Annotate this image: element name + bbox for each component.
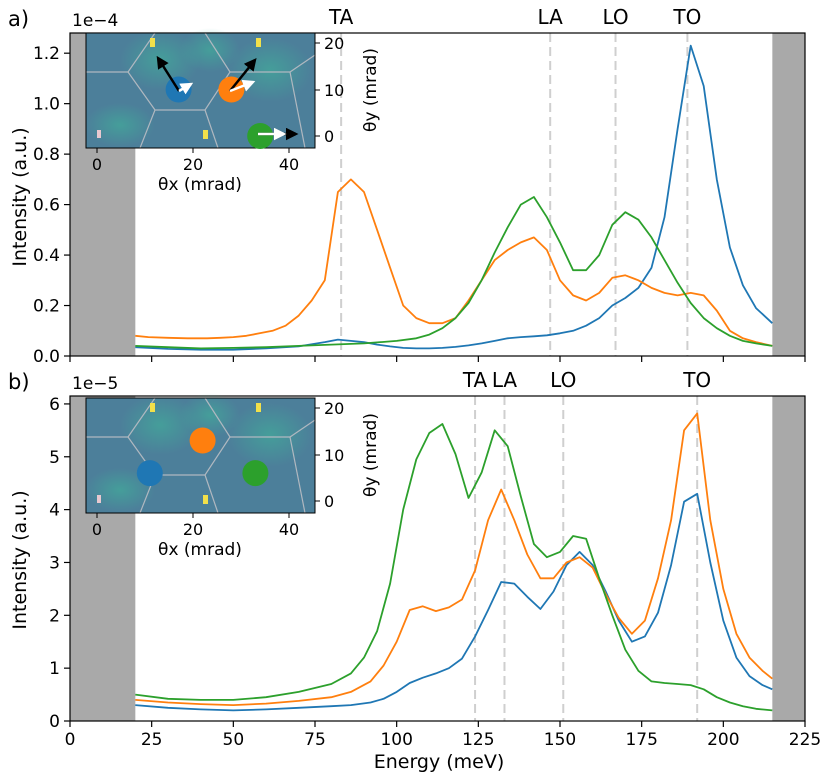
panel-b-x-ticks: 0 25 50 75 100 125 150 175 200 225 (65, 721, 821, 750)
panel-b-ylabel: Intensity (a.u.) (9, 490, 31, 629)
inset-a-xtick-label: 0 (92, 155, 102, 174)
inset-a-ytick-label: 0 (324, 127, 334, 146)
inset-a-xlabel: θx (mrad) (158, 175, 242, 195)
inset-a-xtick-label: 40 (279, 155, 299, 174)
arrow-black-blue (156, 55, 181, 92)
panel-b-mode-lines (474, 396, 699, 721)
panel-a-axes-frame (69, 32, 806, 357)
panel-b-exponent: 1e−5 (72, 374, 118, 394)
inset-b-xtick-label: 40 (279, 520, 299, 539)
inset-b-marker-1 (189, 427, 216, 454)
inset-a-arrows (156, 55, 299, 141)
panel-a-inset: 0 20 40 20 10 0 θx (mrad) θy (mrad) (85, 28, 381, 195)
inset-b-xlabel: θx (mrad) (158, 540, 242, 560)
arrow-white-orange (229, 79, 256, 93)
xtick-label: 75 (304, 730, 326, 750)
inset-b-ytick-label: 10 (324, 446, 344, 465)
panel-a-series-green (135, 196, 773, 350)
inset-b-ylabel: θy (mrad) (361, 413, 381, 497)
panel-b-mode-label-to: TO (682, 368, 711, 392)
panel-a-x-ticks (69, 356, 806, 362)
xtick-label: 125 (462, 730, 494, 750)
panel-b-ytick-label: 1 (49, 659, 60, 679)
panel-a-label: a) (8, 7, 29, 31)
panel-b-mode-label-la: LA (492, 368, 518, 392)
inset-a-y-ticks: 20 10 0 (315, 34, 344, 146)
panel-a: a) 1e−4 TA LA LO TO 0.0 0.2 0.4 0.6 0.8 1.0 1.2 I… (8, 5, 806, 367)
panel-a-ytick-label: 0.8 (33, 145, 60, 165)
panel-a-series-orange (135, 178, 773, 347)
inset-b-ytick-label: 20 (324, 399, 344, 418)
inset-b-x-ticks: 0 20 40 (92, 513, 299, 539)
panel-b-ytick-label: 6 (49, 395, 60, 415)
panel-b-ytick-label: 4 (49, 501, 60, 521)
panel-b-ytick-label: 0 (49, 712, 60, 732)
panel-a-ytick-label: 0.4 (33, 246, 60, 266)
panel-a-y-ticks: 0.0 0.2 0.4 0.6 0.8 1.0 1.2 (33, 44, 70, 367)
xtick-label: 100 (380, 730, 412, 750)
xtick-label: 225 (789, 730, 821, 750)
panel-b-series-blue (135, 492, 773, 712)
panel-b-mode-label-ta: TA (462, 368, 488, 392)
xtick-label: 200 (707, 730, 739, 750)
panel-b-mode-labels: TA LA LO TO (462, 368, 711, 392)
panel-a-series-blue (135, 44, 773, 351)
panel-b-series-green (135, 423, 773, 712)
inset-a-x-ticks: 0 20 40 (92, 148, 299, 174)
panel-a-ytick-label: 0.0 (33, 347, 60, 367)
panel-b-series-orange (135, 412, 773, 706)
xtick-label: 25 (141, 730, 163, 750)
inset-a-ylabel: θy (mrad) (361, 48, 381, 132)
xtick-label: 0 (65, 730, 76, 750)
panel-a-ytick-label: 0.6 (33, 196, 60, 216)
panel-b-ytick-label: 3 (49, 553, 60, 573)
xtick-label: 150 (544, 730, 576, 750)
inset-b-brillouin-zone (86, 397, 316, 514)
inset-b-y-ticks: 20 10 0 (315, 399, 344, 511)
arrow-black-orange (229, 58, 257, 92)
panel-a-mode-label-lo: LO (602, 5, 628, 29)
panel-b-shade-1 (772, 396, 805, 721)
panel-a-ylabel: Intensity (a.u.) (9, 127, 31, 266)
panel-b-label: b) (8, 370, 30, 394)
inset-a-ytick-label: 10 (324, 81, 344, 100)
panel-a-mode-label-to: TO (672, 5, 701, 29)
inset-b-marker-0 (136, 460, 163, 487)
panel-b-axes-frame (69, 395, 806, 722)
xlabel: Energy (meV) (374, 751, 505, 773)
panel-a-mode-label-ta: TA (328, 5, 354, 29)
panel-a-mode-labels: TA LA LO TO (328, 5, 701, 29)
panel-a-exponent: 1e−4 (72, 11, 118, 31)
inset-a-xtick-label: 20 (183, 155, 203, 174)
inset-b-ytick-label: 0 (324, 492, 334, 511)
inset-a-marker-2 (247, 123, 274, 149)
panel-a-ytick-label: 1.0 (33, 95, 60, 115)
arrow-white-blue (178, 82, 194, 95)
panel-b-mode-label-lo: LO (550, 368, 576, 392)
inset-b-marker-2 (242, 460, 269, 487)
panel-a-mode-lines (340, 33, 689, 356)
inset-a-ytick-label: 20 (324, 34, 344, 53)
panel-a-mode-label-la: LA (538, 5, 564, 29)
panel-b-ytick-label: 2 (49, 606, 60, 626)
panel-a-series (135, 44, 773, 351)
panel-b-inset: 0 20 40 20 10 0 θx (mrad) θy (mrad) (85, 393, 381, 560)
inset-a-brillouin-zone (86, 32, 316, 149)
xtick-label: 50 (223, 730, 245, 750)
xtick-label: 175 (625, 730, 657, 750)
panel-a-shade-1 (772, 33, 805, 356)
panel-b-ytick-label: 5 (49, 448, 60, 468)
inset-b-xtick-label: 0 (92, 520, 102, 539)
panel-a-ytick-label: 0.2 (33, 297, 60, 317)
panel-b-series (135, 412, 773, 712)
inset-b-spots (97, 403, 261, 504)
inset-b-xtick-label: 20 (183, 520, 203, 539)
panel-a-ytick-label: 1.2 (33, 44, 60, 64)
panel-b-y-ticks: 0 1 2 3 4 5 6 (49, 395, 70, 732)
inset-a-spots (97, 38, 261, 139)
